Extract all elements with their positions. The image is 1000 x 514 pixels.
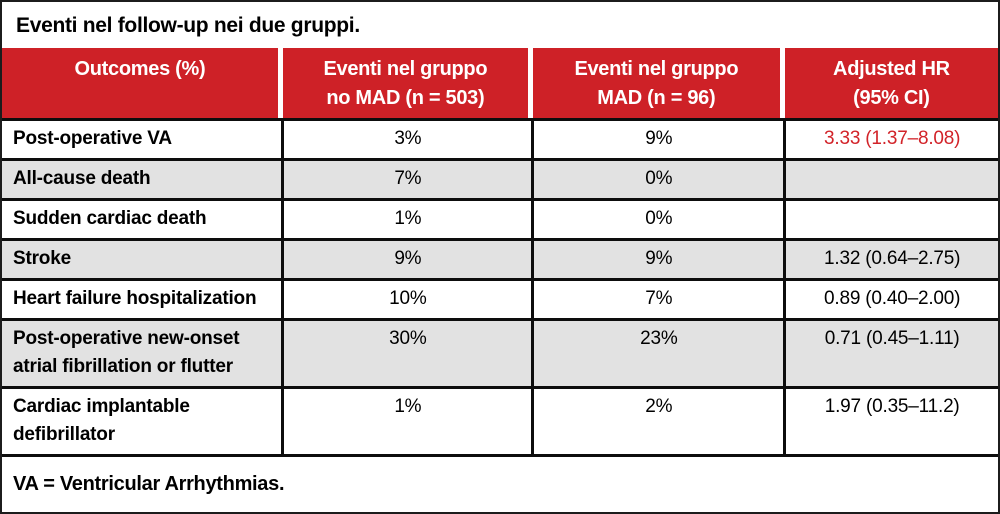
no-mad-value-cell: 3% xyxy=(281,118,535,161)
outcome-cell: Sudden cardiac death xyxy=(2,198,285,241)
adjusted-hr-cell: 0.71 (0.45–1.11) xyxy=(783,318,998,389)
table-row: Sudden cardiac death 1% 0% xyxy=(2,198,998,241)
column-header-line: (95% CI) xyxy=(853,87,930,109)
mad-value-cell: 0% xyxy=(531,158,787,201)
outcome-cell: Heart failure hospitalization xyxy=(2,278,285,321)
column-header-line: Outcomes (%) xyxy=(74,58,206,80)
no-mad-value-cell: 7% xyxy=(281,158,535,201)
outcomes-table-body: Post-operative VA 3% 9% 3.33 (1.37–8.08)… xyxy=(2,118,998,457)
outcome-cell: All-cause death xyxy=(2,158,285,201)
column-header-mad-group: Eventi nel gruppo MAD (n = 96) xyxy=(532,48,780,118)
table-row: Cardiac implantable defibrillator 1% 2% … xyxy=(2,386,998,457)
mad-value-cell: 7% xyxy=(531,278,787,321)
mad-value-cell: 9% xyxy=(531,118,787,161)
adjusted-hr-cell: 1.97 (0.35–11.2) xyxy=(783,386,998,457)
column-header-line: MAD (n = 96) xyxy=(597,87,716,109)
column-header-line: no MAD (n = 503) xyxy=(326,87,485,109)
column-header-line: Adjusted HR xyxy=(833,58,950,80)
figure-caption: Eventi nel follow-up nei due gruppi. xyxy=(16,14,360,37)
outcome-cell: Post-operative VA xyxy=(2,118,285,161)
table-row: Post-operative new-onset atrial fibrilla… xyxy=(2,318,998,389)
column-header-no-mad-group: Eventi nel gruppo no MAD (n = 503) xyxy=(282,48,528,118)
table-row: Post-operative VA 3% 9% 3.33 (1.37–8.08) xyxy=(2,118,998,161)
mad-value-cell: 9% xyxy=(531,238,787,281)
adjusted-hr-cell: 0.89 (0.40–2.00) xyxy=(783,278,998,321)
adjusted-hr-cell xyxy=(783,198,998,241)
column-header-line: Eventi nel gruppo xyxy=(323,58,488,80)
adjusted-hr-cell: 3.33 (1.37–8.08) xyxy=(783,118,998,161)
no-mad-value-cell: 1% xyxy=(281,386,535,457)
column-header-adjusted-hr: Adjusted HR (95% CI) xyxy=(784,48,998,118)
adjusted-hr-cell: 1.32 (0.64–2.75) xyxy=(783,238,998,281)
no-mad-value-cell: 9% xyxy=(281,238,535,281)
adjusted-hr-cell xyxy=(783,158,998,201)
mad-value-cell: 23% xyxy=(531,318,787,389)
outcome-cell: Stroke xyxy=(2,238,285,281)
no-mad-value-cell: 1% xyxy=(281,198,535,241)
outcome-cell: Post-operative new-onset atrial fibrilla… xyxy=(2,318,285,389)
figure-footnote: VA = Ventricular Arrhythmias. xyxy=(2,457,998,512)
table-row: Stroke 9% 9% 1.32 (0.64–2.75) xyxy=(2,238,998,281)
mad-value-cell: 0% xyxy=(531,198,787,241)
column-header-outcomes: Outcomes (%) xyxy=(2,48,278,118)
mad-value-cell: 2% xyxy=(531,386,787,457)
no-mad-value-cell: 30% xyxy=(281,318,535,389)
table-header-row: Outcomes (%) Eventi nel gruppo no MAD (n… xyxy=(2,48,998,118)
table-row: All-cause death 7% 0% xyxy=(2,158,998,201)
table-row: Heart failure hospitalization 10% 7% 0.8… xyxy=(2,278,998,321)
column-header-line: Eventi nel gruppo xyxy=(574,58,739,80)
no-mad-value-cell: 10% xyxy=(281,278,535,321)
outcome-cell: Cardiac implantable defibrillator xyxy=(2,386,285,457)
